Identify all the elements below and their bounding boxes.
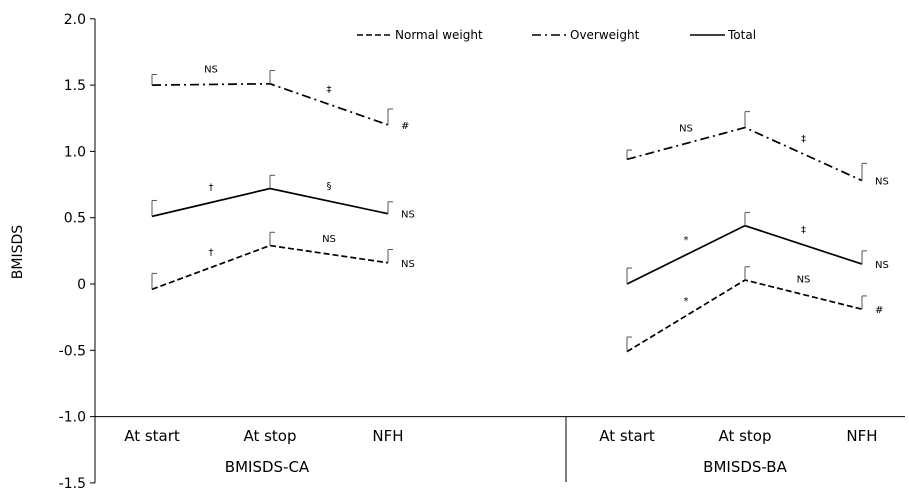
- x-tick-label: At stop: [243, 427, 296, 445]
- significance-label: ‡: [801, 225, 806, 236]
- significance-label: †: [209, 247, 214, 258]
- series-line-normal-weight: [151, 244, 389, 291]
- y-axis-label: BMISDS: [10, 225, 26, 279]
- series-line-overweight: [151, 82, 389, 126]
- significance-label: #: [401, 121, 409, 132]
- legend-label: Overweight: [570, 28, 640, 42]
- y-tick-label: 1.5: [64, 78, 86, 94]
- y-tick-label: -1.5: [59, 476, 86, 490]
- significance-label: ‡: [327, 84, 332, 95]
- significance-label: NS: [679, 123, 693, 134]
- y-tick-label: 0: [77, 277, 86, 293]
- significance-label: †: [209, 182, 214, 193]
- x-tick-label: At start: [599, 427, 655, 445]
- series-line-total: [151, 187, 389, 218]
- panel-bmisds-ba: At start At stop NFH BMISDS-BA NS ‡ NS * ‡ NS * NS #: [599, 111, 889, 476]
- x-tick-label: NFH: [372, 427, 403, 445]
- legend-label: Total: [727, 28, 756, 42]
- y-ticks: 2.0 1.5 1.0 0.5 0 -0.5 -1.0 -1.5: [59, 12, 95, 490]
- panel-bmisds-ca: At start At stop NFH BMISDS-CA NS ‡ # † § NS † NS NS: [124, 64, 415, 476]
- significance-label: NS: [797, 275, 811, 286]
- legend: Normal weight Overweight Total: [357, 28, 756, 42]
- significance-label: #: [875, 305, 883, 316]
- significance-label: §: [327, 181, 332, 192]
- x-tick-label: NFH: [846, 427, 877, 445]
- x-tick-label: At stop: [718, 427, 771, 445]
- series-line-normal-weight: [626, 279, 863, 353]
- legend-label: Normal weight: [395, 28, 483, 42]
- significance-label: NS: [401, 210, 415, 221]
- plot-area: At start At stop NFH BMISDS-CA NS ‡ # † § NS † NS NS…: [124, 64, 889, 476]
- y-tick-label: -1.0: [59, 410, 86, 426]
- significance-label: NS: [875, 260, 889, 271]
- axes: [94, 18, 905, 483]
- significance-label: NS: [875, 177, 889, 188]
- series-line-overweight: [626, 126, 863, 182]
- significance-label: NS: [322, 234, 336, 245]
- y-tick-label: 1.0: [64, 144, 86, 160]
- y-tick-label: 2.0: [64, 12, 86, 28]
- x-tick-label: At start: [124, 427, 180, 445]
- y-tick-label: 0.5: [64, 211, 86, 227]
- significance-label: NS: [204, 64, 218, 75]
- significance-label: *: [684, 235, 689, 246]
- significance-label: ‡: [801, 134, 806, 145]
- y-tick-label: -0.5: [59, 343, 86, 359]
- group-label: BMISDS-CA: [225, 458, 310, 476]
- significance-label: NS: [401, 259, 415, 270]
- group-label: BMISDS-BA: [703, 458, 787, 476]
- significance-label: *: [684, 296, 689, 307]
